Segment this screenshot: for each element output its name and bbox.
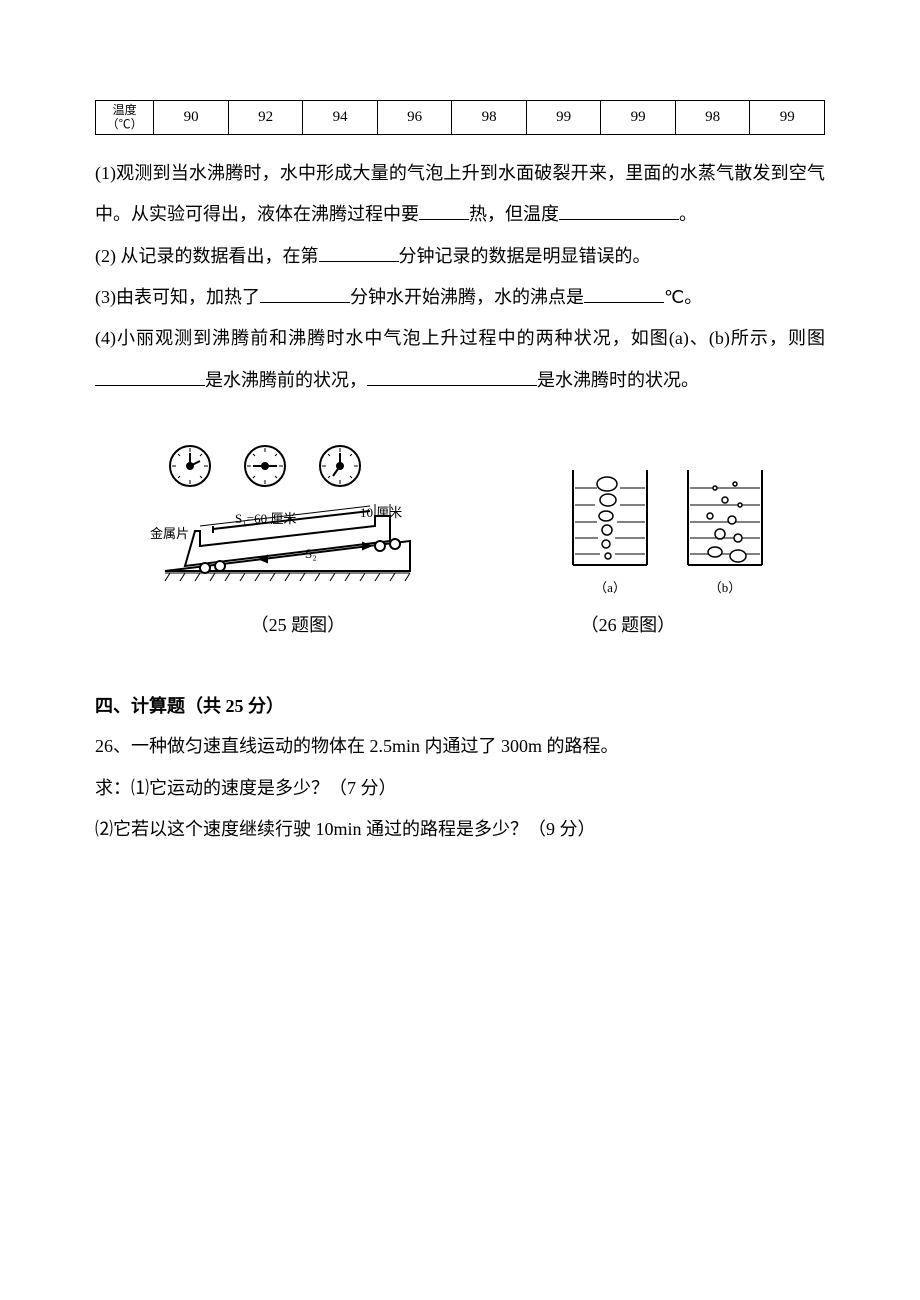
table-cell: 98 — [675, 101, 750, 135]
label-metal: 金属片 — [150, 526, 189, 541]
q3-lead: (3)由表可知，加热了 — [95, 287, 260, 307]
q2-tail: 分钟记录的数据是明显错误的。 — [399, 246, 651, 266]
beaker-b-svg — [680, 470, 770, 570]
table-header-cell: 温度（℃） — [96, 101, 154, 135]
table-cell: 90 — [154, 101, 229, 135]
table-cell: 99 — [601, 101, 676, 135]
beaker-a-svg — [565, 470, 655, 570]
table-cell: 99 — [526, 101, 601, 135]
table-cell: 96 — [377, 101, 452, 135]
temperature-table: 温度（℃） 90 92 94 96 98 99 99 98 99 — [95, 100, 825, 135]
question-4: (4)小丽观测到沸腾前和沸腾时水中气泡上升过程中的两种状况，如图(a)、(b)所… — [95, 318, 825, 401]
figure-25: 金属片 S₁=60 厘米 10 厘米 S₂ — [145, 441, 435, 596]
question-1: (1)观测到当水沸腾时，水中形成大量的气泡上升到水面破裂开来，里面的水蒸气散发到… — [95, 153, 825, 236]
blank — [584, 285, 664, 303]
q4-tail: 是水沸腾时的状况。 — [537, 370, 699, 390]
captions-row: （25 题图） （26 题图） — [95, 611, 825, 637]
q1-tail-b: 。 — [679, 204, 697, 224]
blank — [367, 368, 537, 386]
table-cell: 98 — [452, 101, 527, 135]
blank — [419, 202, 469, 220]
figure-26-caption: （26 题图） — [471, 611, 825, 637]
blank — [319, 244, 399, 262]
label-s2: S₂ — [305, 546, 317, 561]
q3-unit: ℃。 — [664, 287, 702, 307]
q4-mid: 是水沸腾前的状况， — [205, 370, 367, 390]
q2-lead: (2) 从记录的数据看出，在第 — [95, 246, 319, 266]
question-3: (3)由表可知，加热了 分钟水开始沸腾，水的沸点是 ℃。 — [95, 277, 825, 318]
table-row: 温度（℃） 90 92 94 96 98 99 99 98 99 — [96, 101, 825, 135]
beaker-a-label: （a） — [565, 577, 655, 596]
figures-row: 金属片 S₁=60 厘米 10 厘米 S₂ — [95, 441, 825, 596]
q3-mid: 分钟水开始沸腾，水的沸点是 — [350, 287, 584, 307]
blank — [260, 285, 350, 303]
q26-line3: ⑵它若以这个速度继续行驶 10min 通过的路程是多少？（9 分） — [95, 809, 825, 850]
q26-line1: 26、一种做匀速直线运动的物体在 2.5min 内通过了 300m 的路程。 — [95, 726, 825, 767]
figure-26: （a） — [565, 470, 795, 596]
q4-lead: (4)小丽观测到沸腾前和沸腾时水中气泡上升过程中的两种状况，如图(a)、(b)所… — [95, 328, 825, 348]
table-cell: 99 — [750, 101, 825, 135]
blank — [95, 368, 205, 386]
beaker-b-label: （b） — [680, 577, 770, 596]
beaker-b: （b） — [680, 470, 770, 596]
beaker-a: （a） — [565, 470, 655, 596]
table-cell: 94 — [303, 101, 378, 135]
figure-25-svg: 金属片 S₁=60 厘米 10 厘米 S₂ — [145, 441, 435, 591]
blank — [559, 202, 679, 220]
section-4-heading: 四、计算题（共 25 分） — [95, 692, 825, 718]
q26-line2: 求：⑴它运动的速度是多少？（7 分） — [95, 768, 825, 809]
q1-tail-a: 热，但温度 — [469, 204, 559, 224]
figure-25-caption: （25 题图） — [95, 611, 471, 637]
table-cell: 92 — [228, 101, 303, 135]
question-2: (2) 从记录的数据看出，在第 分钟记录的数据是明显错误的。 — [95, 236, 825, 277]
